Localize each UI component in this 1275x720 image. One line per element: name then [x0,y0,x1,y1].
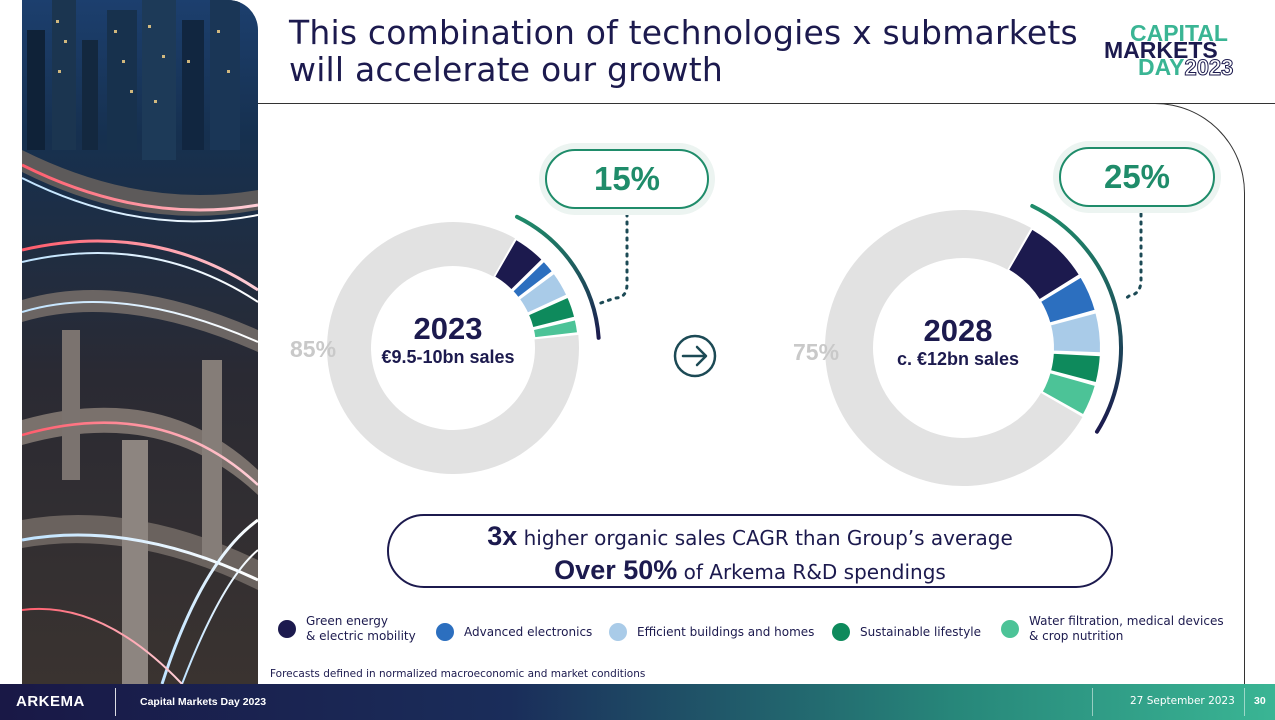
chart-2023-leader-line [596,212,629,306]
donut-charts [327,203,1143,487]
chart-2023-remainder-percent: 85% [290,336,337,362]
summary-cagr-text: higher organic sales CAGR than Group’s a… [517,526,1013,550]
city-highway-photo [22,0,258,684]
chart-2028-remainder-percent: 75% [793,339,840,365]
chart-2023-sales: €9.5-10bn sales [381,347,515,367]
legend-swatch [278,620,296,638]
summary-line-1: 3x higher organic sales CAGR than Group’… [389,520,1111,554]
legend-item: Efficient buildings and homes [609,623,814,641]
summary-cagr-multiple: 3x [487,521,518,551]
slide-title: This combination of technologies x subma… [289,14,1078,88]
footer-separator [115,688,116,716]
page-number: 30 [1254,695,1266,707]
chart-2023-highlight-percent: 15% [545,149,709,209]
legend-swatch [1001,620,1019,638]
legend-label: Water filtration, medical devices [1029,614,1224,628]
legend-label: Efficient buildings and homes [637,624,815,639]
summary-rd-share: Over 50% [554,555,678,585]
logo-year: 2023 [1184,55,1234,80]
legend-item: Sustainable lifestyle [832,623,981,641]
arkema-logo: ARKEMA [16,693,85,710]
capital-markets-day-logo: CAPITAL MARKETS DAY2023 [1104,22,1244,82]
chart-2028-highlight-percent: 25% [1059,147,1215,207]
legend-label: Green energy [306,614,388,628]
legend-swatch [436,623,454,641]
donut-slice [1048,351,1102,385]
donut-slice [517,271,569,315]
donut-slice [1040,370,1098,417]
legend-label: Sustainable lifestyle [860,624,982,639]
legend-swatch [609,623,627,641]
footer-separator [1092,688,1093,716]
legend-label-2: & electric mobility [306,629,416,643]
slide-title-line-2: will accelerate our growth [289,50,723,89]
legend-item: Advanced electronics [436,623,592,641]
summary-box: 3x higher organic sales CAGR than Group’… [387,514,1113,588]
legend-item: Water filtration, medical devices & crop … [1001,614,1224,644]
summary-line-2: Over 50% of Arkema R&D spendings [389,554,1111,588]
donut-slice-other [327,222,579,474]
donut-slice [492,237,545,292]
donut-slice [1038,275,1098,325]
summary-rd-text: of Arkema R&D spendings [677,560,946,584]
logo-word-capital: CAPITAL [1130,20,1228,46]
footer-separator [1244,688,1245,716]
legend-item: Green energy & electric mobility [278,614,416,644]
highlight-share-arc [1030,203,1123,434]
chart-2023-year: 2023 [413,311,483,346]
logo-word-day: DAY2023 [1138,54,1234,80]
legend: Green energy & electric mobility Advanced… [278,614,1238,650]
logo-word-markets: MARKETS [1104,37,1218,63]
chart-2028-year: 2028 [923,313,993,348]
donut-2023 [327,214,601,474]
chart-2023-center-label: 2023 €9.5-10bn sales [360,312,536,368]
slide-title-line-1: This combination of technologies x subma… [289,13,1078,52]
footer-bar: ARKEMA Capital Markets Day 2023 27 Septe… [0,684,1275,720]
footer-event-name: Capital Markets Day 2023 [140,696,267,708]
donut-slice [510,259,555,300]
donut-slice-other [825,210,1083,487]
highlight-share-arc [515,214,601,340]
footer-date: 27 September 2023 [1130,695,1235,707]
donut-slice [1048,311,1102,355]
header-divider [258,103,1275,104]
donut-2028 [825,203,1123,487]
donut-slice [526,295,577,330]
legend-label-2: & crop nutrition [1029,629,1124,643]
footnote: Forecasts defined in normalized macroeco… [270,668,646,680]
legend-label: Advanced electronics [464,624,593,639]
chart-2028-sales: c. €12bn sales [896,349,1020,369]
chart-2028-center-label: 2028 c. €12bn sales [870,314,1046,370]
donut-slice [531,318,580,340]
donut-slice [1006,227,1082,302]
chart-2028-leader-line [1122,212,1143,302]
arrow-right-icon [673,334,717,378]
legend-swatch [832,623,850,641]
